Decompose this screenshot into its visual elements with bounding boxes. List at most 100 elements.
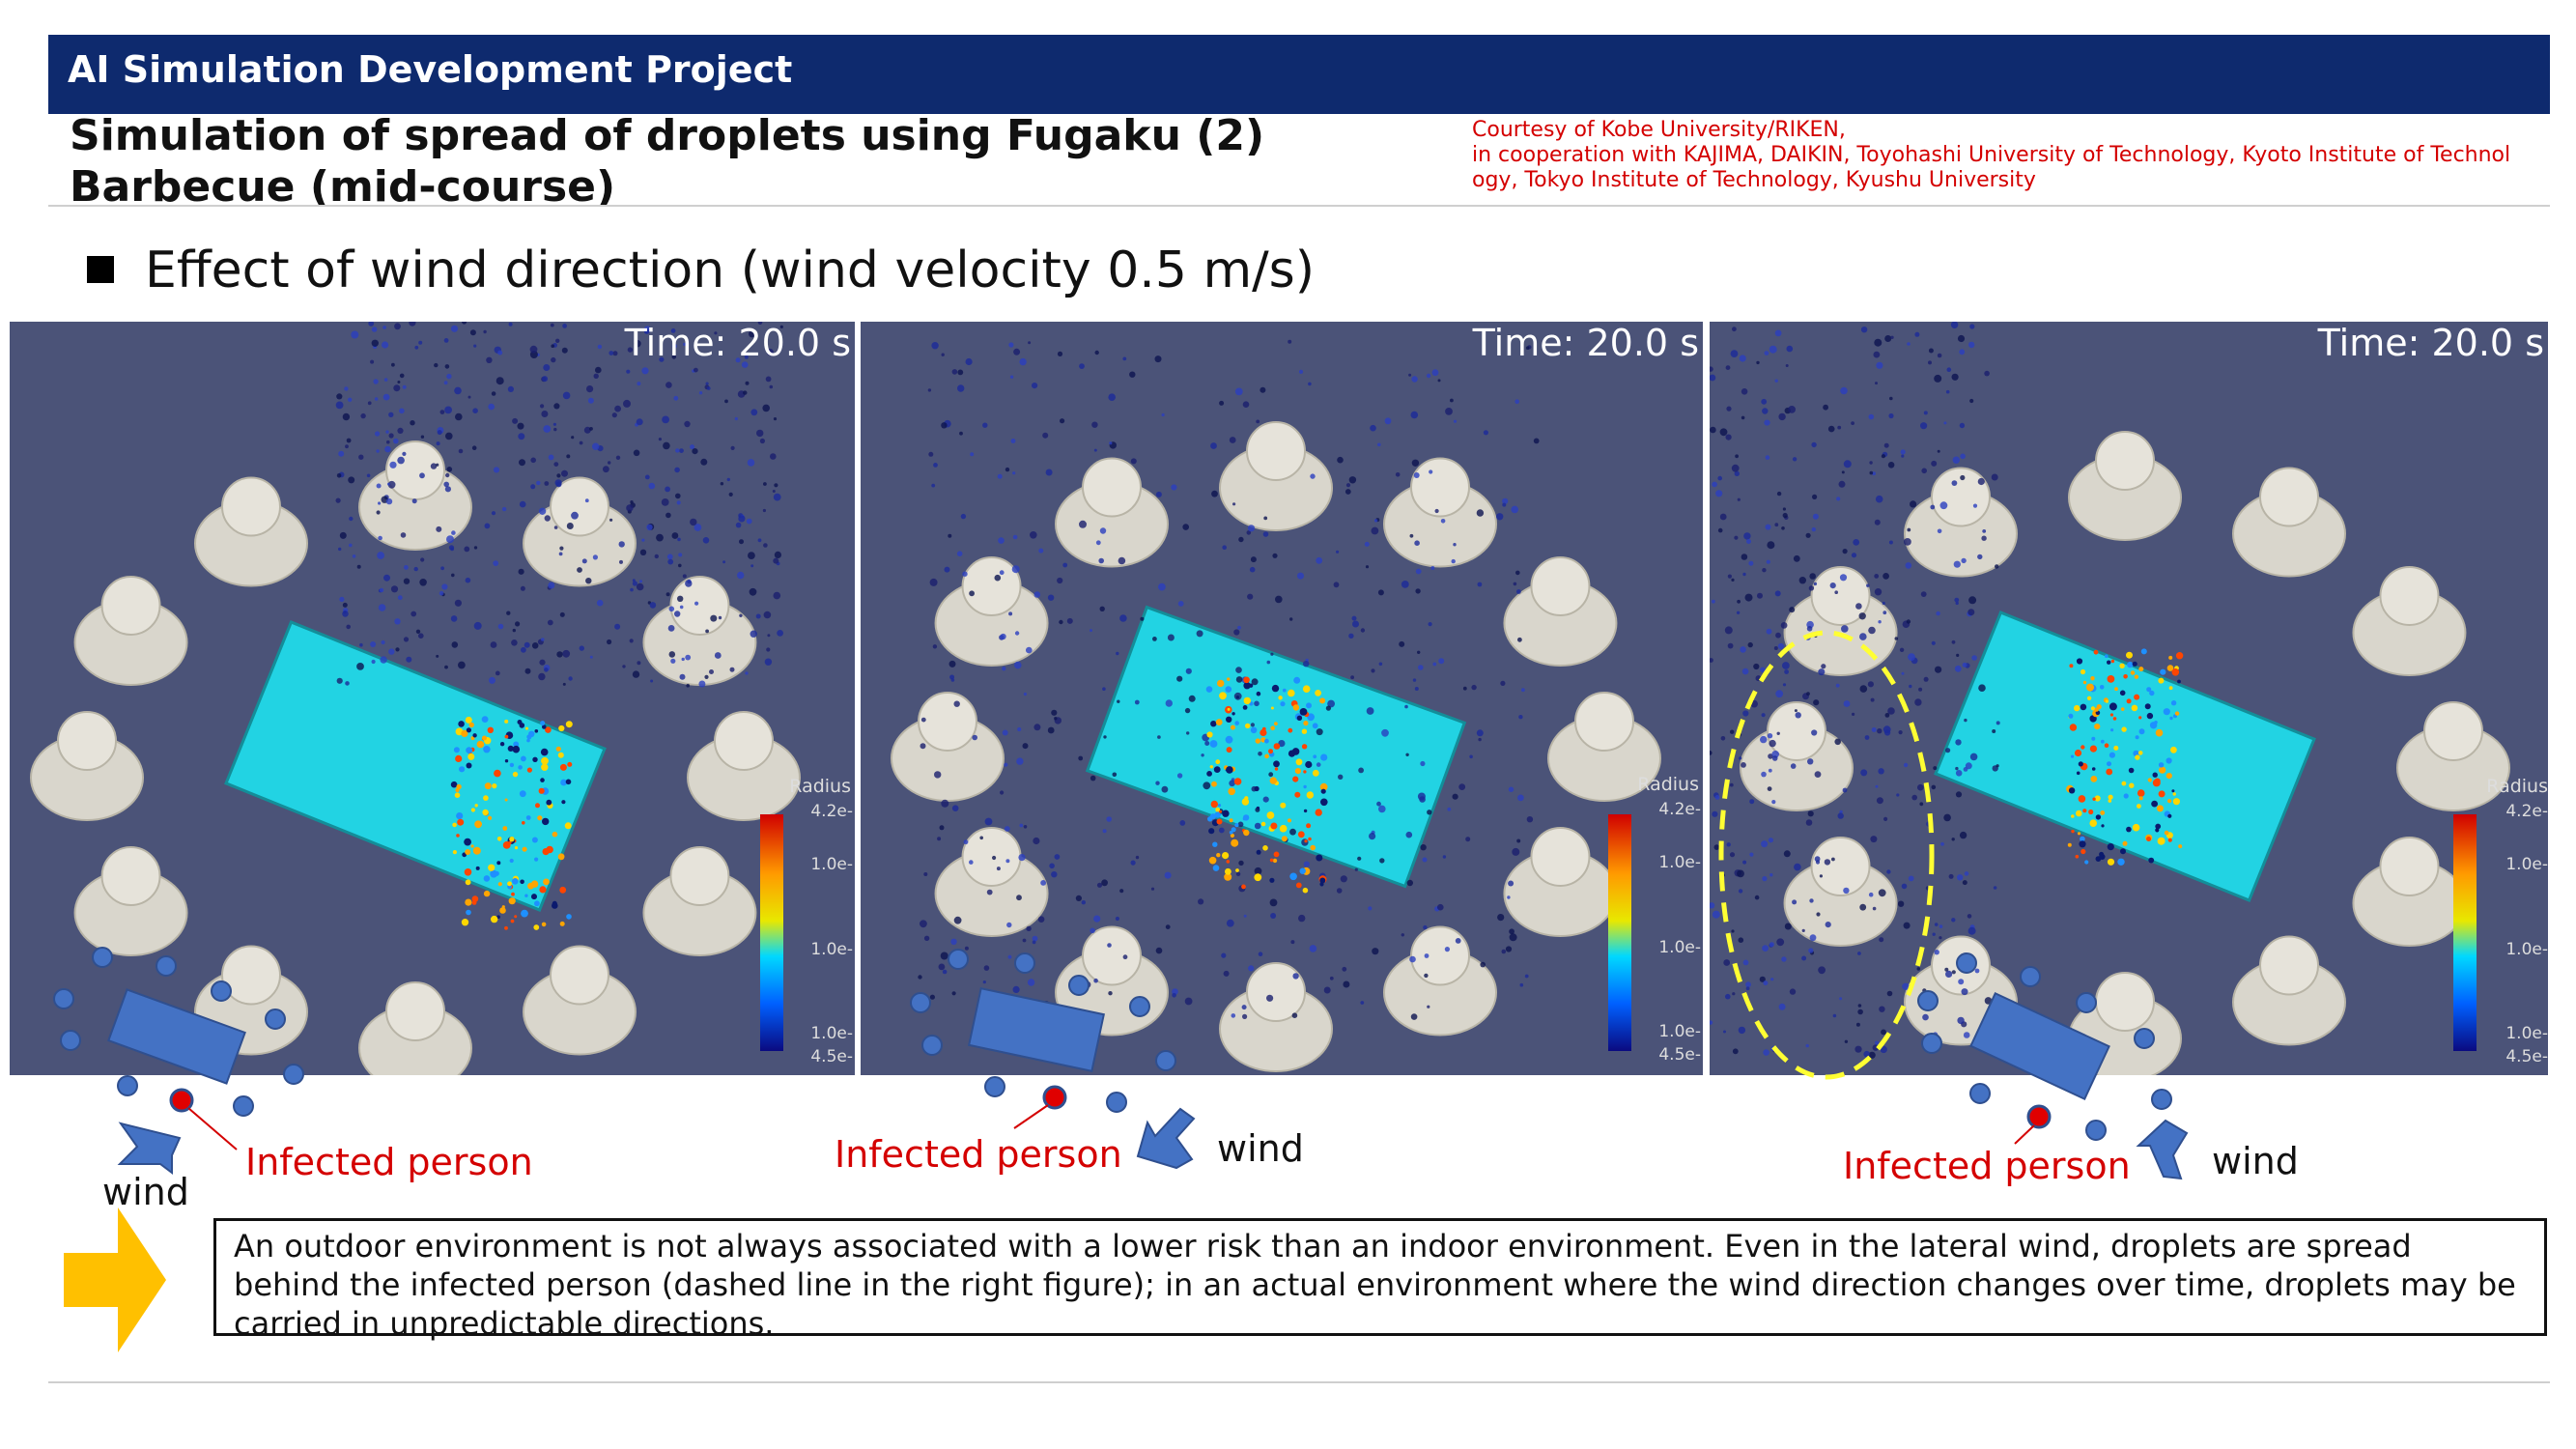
- people-ring: [30, 440, 801, 1075]
- table-marker: [967, 986, 1106, 1073]
- footer-divider: [48, 1381, 2550, 1383]
- person-marker: [211, 980, 232, 1002]
- courtesy-line: in cooperation with KAJIMA, DAIKIN, Toyo…: [1472, 143, 2511, 167]
- colorbar-value: 4.5e-: [810, 1047, 853, 1066]
- colorbar-value: 4.2e-: [1658, 800, 1701, 819]
- diagram-3: [1917, 952, 2189, 1180]
- infected-person-marker: [2026, 1104, 2052, 1129]
- wind-arrow-icon: [117, 1122, 182, 1175]
- colorbar-value: 4.2e-: [810, 802, 853, 821]
- colorbar: [760, 814, 783, 1051]
- person-figure: [194, 476, 308, 587]
- person-figure: [73, 846, 188, 956]
- courtesy-note: Courtesy of Kobe University/RIKEN, in co…: [1472, 118, 2554, 193]
- wind-arrow-icon: [1136, 1107, 1196, 1170]
- person-marker: [92, 947, 113, 968]
- person-figure: [934, 556, 1049, 667]
- person-figure: [1503, 556, 1618, 667]
- wind-arrow-icon: [2136, 1119, 2189, 1180]
- person-figure: [2232, 935, 2346, 1046]
- person-marker: [921, 1035, 943, 1056]
- time-label: Time: 20.0 s: [624, 322, 851, 364]
- person-figure: [30, 711, 144, 821]
- person-figure: [2068, 431, 2182, 541]
- person-marker: [2151, 1089, 2172, 1110]
- person-figure: [358, 440, 472, 551]
- person-figure: [73, 576, 188, 686]
- bbq-table: [1934, 611, 2316, 902]
- wind-label: wind: [1217, 1127, 1304, 1170]
- person-marker: [1106, 1092, 1127, 1113]
- person-figure: [1055, 457, 1169, 568]
- colorbar-value: 4.5e-: [1658, 1045, 1701, 1065]
- wind-label: wind: [2212, 1140, 2299, 1182]
- person-figure: [687, 711, 801, 821]
- courtesy-line: ogy, Tokyo Institute of Technology, Kyus…: [1472, 168, 2036, 192]
- colorbar-value: 1.0e-: [810, 855, 853, 874]
- colorbar-value: 1.0e-: [1658, 938, 1701, 957]
- person-marker: [1155, 1050, 1176, 1071]
- person-figure: [1383, 457, 1497, 568]
- person-marker: [1956, 952, 1977, 974]
- colorbar: [1608, 814, 1631, 1051]
- infected-person-label: Infected person: [1843, 1145, 2131, 1187]
- colorbar: [2453, 814, 2477, 1051]
- colorbar-title: Radius: [2486, 776, 2548, 797]
- dashed-region-ellipse: [1718, 630, 1935, 1080]
- colorbar-value: 1.0e-: [2505, 855, 2548, 874]
- colorbar-value: 1.0e-: [2505, 940, 2548, 959]
- bullet-text: Effect of wind direction (wind velocity …: [145, 242, 1316, 299]
- simulation-scene: [30, 322, 801, 1075]
- person-marker: [283, 1064, 304, 1085]
- slide-title-line2: Barbecue (mid-course): [70, 162, 616, 212]
- leader-line: [187, 1107, 238, 1151]
- time-label: Time: 20.0 s: [1472, 322, 1699, 364]
- conclusion-text: An outdoor environment is not always ass…: [234, 1228, 2516, 1342]
- droplet-cloud: [335, 322, 783, 930]
- infected-person-marker: [169, 1088, 194, 1113]
- colorbar-value: 1.0e-: [810, 1024, 853, 1043]
- slide-title: Simulation of spread of droplets using F…: [70, 110, 1264, 213]
- slide-title-line1: Simulation of spread of droplets using F…: [70, 111, 1265, 160]
- colorbar-title: Radius: [1637, 774, 1699, 795]
- colorbar-value: 1.0e-: [2505, 1024, 2548, 1043]
- person-marker: [156, 955, 177, 977]
- simulation-panel-3: Time: 20.0 s Radius 4.2e- 1.0e- 1.0e- 1.…: [1710, 322, 2548, 1075]
- person-figure: [1783, 837, 1898, 947]
- person-marker: [1068, 975, 1090, 996]
- infected-person-label: Infected person: [835, 1133, 1122, 1176]
- person-marker: [910, 992, 931, 1013]
- wind-label: wind: [102, 1171, 189, 1213]
- header-bar: AI Simulation Development Project: [48, 35, 2550, 114]
- infected-person-marker: [1042, 1085, 1067, 1110]
- bullet-square-icon: [87, 256, 114, 283]
- person-marker: [117, 1075, 138, 1096]
- person-figure: [2396, 701, 2510, 811]
- person-figure: [1904, 467, 2018, 578]
- header-title: AI Simulation Development Project: [68, 48, 793, 91]
- person-figure: [642, 846, 757, 956]
- leader-line: [2014, 1124, 2035, 1145]
- diagram-2: [910, 949, 1196, 1170]
- bullet-heading: Effect of wind direction (wind velocity …: [87, 242, 1315, 299]
- conclusion-arrow-icon: [64, 1208, 166, 1352]
- person-figure: [523, 476, 637, 587]
- person-marker: [1014, 952, 1035, 974]
- simulation-scene: [891, 339, 1661, 1072]
- courtesy-line: Courtesy of Kobe University/RIKEN,: [1472, 118, 1846, 142]
- person-marker: [2134, 1028, 2155, 1049]
- simulation-panel-2: Time: 20.0 s Radius 4.2e- 1.0e- 1.0e- 1.…: [861, 322, 1703, 1075]
- person-figure: [523, 945, 637, 1056]
- person-marker: [233, 1095, 254, 1117]
- diagram-1: [53, 947, 304, 1175]
- person-marker: [1129, 996, 1150, 1017]
- person-marker: [265, 1009, 286, 1030]
- colorbar-title: Radius: [789, 776, 851, 797]
- person-marker: [948, 949, 969, 970]
- person-marker: [2020, 966, 2041, 987]
- person-figure: [1503, 827, 1618, 937]
- droplet-cloud: [918, 339, 1540, 1020]
- person-marker: [1969, 1083, 1991, 1104]
- simulation-panel-1: Time: 20.0 s Radius 4.2e- 1.0e- 1.0e- 1.…: [10, 322, 855, 1075]
